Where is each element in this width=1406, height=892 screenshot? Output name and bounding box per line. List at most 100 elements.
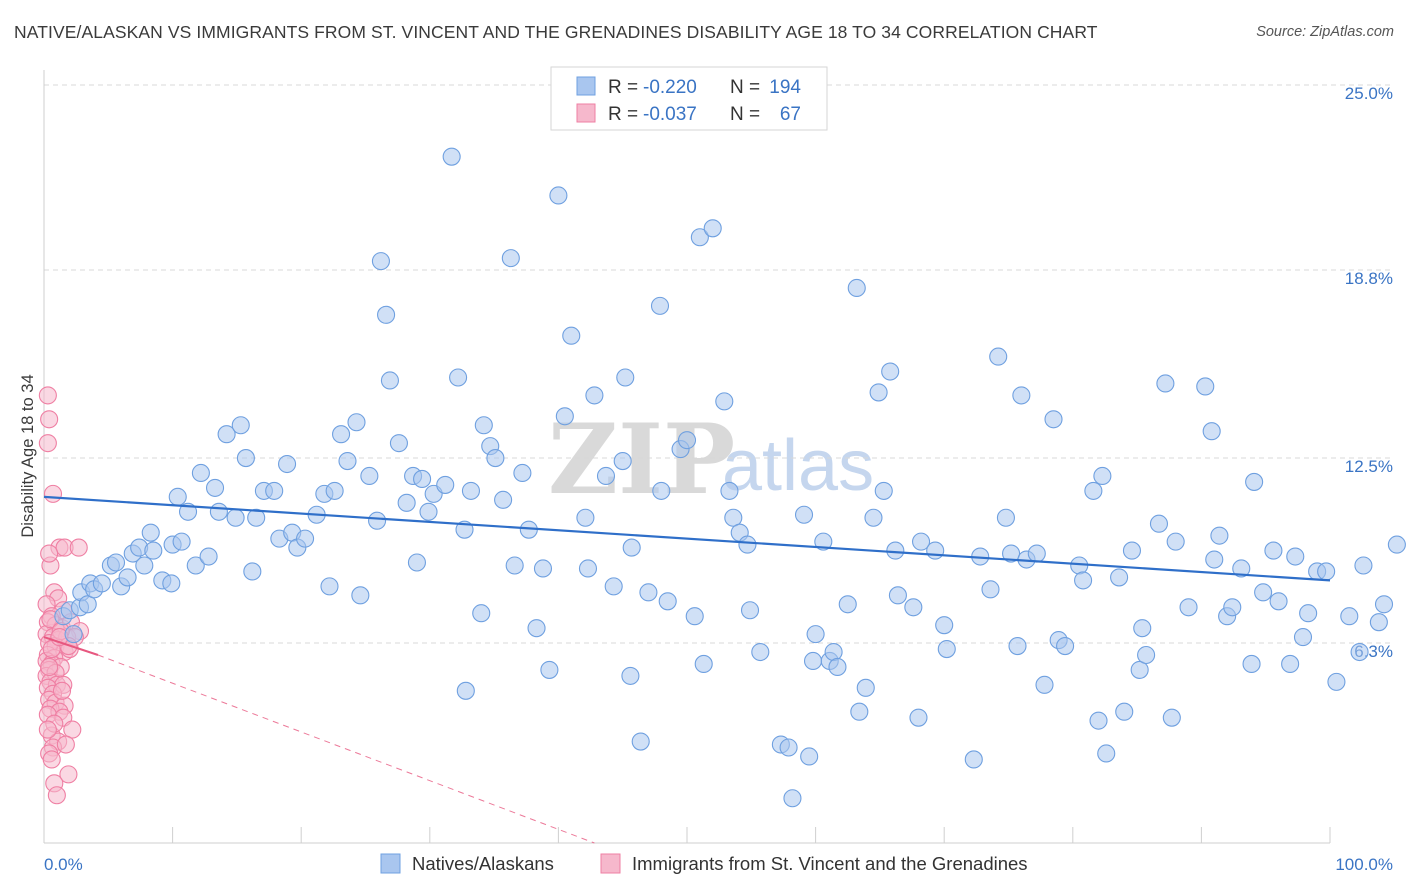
point-natives [486,449,505,468]
point-natives [1110,568,1129,587]
point-natives [740,601,760,620]
point-natives [1242,654,1261,674]
watermark-atlas: atlas [722,426,874,506]
series-legend: Natives/Alaskans Immigrants from St. Vin… [380,853,1028,874]
point-natives [278,454,297,474]
point-natives [209,502,228,521]
point-natives [604,577,623,596]
point-natives [824,642,843,662]
point-natives [320,577,339,596]
point-natives [162,574,181,593]
point-natives [368,511,387,530]
point-natives [407,553,426,572]
point-immigrants [63,720,82,739]
point-immigrants [42,750,61,769]
trend-lines [43,495,1331,844]
point-natives [652,481,671,500]
y-tick-labels: 6.3%12.5%18.8%25.0% [1345,84,1393,661]
point-natives [1281,654,1300,674]
point-natives [585,386,604,405]
point-natives [622,538,641,557]
point-natives [806,625,825,644]
point-natives [419,502,438,521]
point-natives [1196,377,1215,396]
legend-r-value-1: -0.220 [643,77,697,98]
point-natives [456,681,475,700]
point-natives [397,493,416,512]
legend-swatch-pink [576,103,596,123]
point-natives [389,434,408,453]
point-natives [338,451,357,471]
point-natives [964,750,983,769]
point-natives [1137,645,1156,665]
point-immigrants [38,720,57,739]
watermark: ZIP atlas [548,403,874,516]
point-natives [578,559,598,578]
point-natives [937,639,956,659]
point-natives [461,481,481,500]
point-natives [449,368,468,387]
legend-swatch-blue [576,76,596,96]
point-natives [265,481,284,500]
point-natives [562,326,581,345]
point-natives [172,532,191,551]
point-natives [1269,592,1288,611]
y-tick-label: 25.0% [1345,84,1393,103]
x-tick-label-min: 0.0% [44,855,83,874]
point-natives [639,583,658,602]
point-natives [881,362,900,381]
point-natives [494,490,513,509]
point-natives [1035,675,1054,694]
point-natives [1097,744,1116,763]
gridlines [44,84,1393,644]
point-natives [847,278,866,298]
point-natives [631,732,650,751]
point-natives [1084,481,1103,500]
x-tick-label-max: 100.0% [1335,855,1393,874]
point-natives [1223,598,1242,617]
point-immigrants [40,657,59,676]
point-immigrants [40,410,59,429]
point-immigrants [38,386,57,405]
bottom-legend-label-natives: Natives/Alaskans [412,853,554,874]
point-natives [783,789,802,808]
point-natives [690,228,709,247]
point-natives [803,651,823,671]
legend-n-value-1: 194 [769,77,801,98]
point-natives [144,541,163,560]
point-immigrants [38,434,57,453]
point-natives [1202,422,1221,441]
point-natives [838,595,857,614]
series-immigrants-st-vincent [37,386,90,805]
point-natives [1133,619,1152,638]
source-credit: Source: ZipAtlas.com [1256,24,1394,40]
point-natives [886,541,905,560]
legend-box [550,66,828,131]
point-natives [720,481,739,500]
point-natives [1205,550,1224,569]
point-natives [549,186,568,205]
point-natives [694,654,713,674]
point-natives [1317,562,1336,581]
trend-line-immigrants [43,636,99,656]
point-natives [1232,559,1251,578]
point-natives [751,642,770,662]
legend-r-value-2: -0.037 [643,104,697,125]
point-natives [888,586,907,605]
point-natives [217,425,236,444]
legend-r-label-2: R = [608,104,643,125]
point-natives [800,747,819,766]
point-natives [1286,547,1305,566]
point-natives [576,508,595,527]
point-natives [621,666,640,685]
point-natives [106,553,126,572]
point-natives [141,523,160,542]
point-natives [135,556,154,575]
point-natives [685,607,704,626]
trend-line-natives [43,495,1331,582]
chart-title: NATIVE/ALASKAN VS IMMIGRANTS FROM ST. VI… [14,22,1098,42]
point-natives [436,475,455,494]
point-natives [1340,607,1359,626]
point-natives [413,469,432,489]
point-natives [981,580,1000,599]
